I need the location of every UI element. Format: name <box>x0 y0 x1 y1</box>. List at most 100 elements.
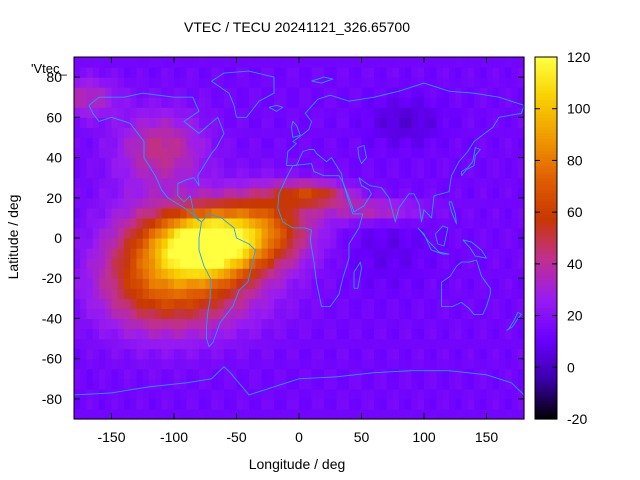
heatmap-cell <box>467 318 475 330</box>
heatmap-cell <box>80 97 88 108</box>
heatmap-cell <box>311 398 319 410</box>
colorbar-swatch <box>535 361 557 366</box>
heatmap-cell <box>205 398 213 410</box>
heatmap-cell <box>211 207 219 219</box>
heatmap-cell <box>292 288 300 299</box>
heatmap-cell <box>367 87 375 98</box>
heatmap-cell <box>130 227 138 239</box>
heatmap-cell <box>205 177 213 189</box>
heatmap-cell <box>224 107 231 118</box>
heatmap-cell <box>199 197 206 209</box>
heatmap-cell <box>449 57 456 68</box>
heatmap-cell <box>449 167 456 179</box>
heatmap-cell <box>261 177 269 189</box>
heatmap-cell <box>161 318 169 330</box>
heatmap-cell <box>474 288 481 299</box>
heatmap-cell <box>142 177 150 189</box>
heatmap-cell <box>174 177 181 189</box>
heatmap-cell <box>424 278 431 289</box>
heatmap-cell <box>380 167 388 179</box>
heatmap-cell <box>455 87 463 98</box>
heatmap-cell <box>186 227 194 239</box>
heatmap-cell <box>430 77 438 88</box>
heatmap-cell <box>249 97 256 108</box>
heatmap-cell <box>130 328 138 340</box>
heatmap-cell <box>361 348 369 360</box>
heatmap-cell <box>236 157 244 169</box>
heatmap-cell <box>374 248 381 259</box>
heatmap-cell <box>74 207 81 219</box>
heatmap-cell <box>74 278 81 289</box>
heatmap-cell <box>505 117 513 128</box>
heatmap-cell <box>155 388 163 400</box>
heatmap-cell <box>311 368 319 380</box>
heatmap-cell <box>411 368 419 380</box>
heatmap-cell <box>217 368 225 380</box>
heatmap-cell <box>361 238 369 249</box>
heatmap-cell <box>192 268 200 279</box>
heatmap-cell <box>436 117 444 128</box>
colorbar-swatch <box>535 265 557 269</box>
heatmap-cell <box>349 368 356 380</box>
heatmap-cell <box>80 338 88 350</box>
heatmap-cell <box>124 358 131 370</box>
heatmap-cell <box>192 177 200 189</box>
heatmap-cell <box>417 358 425 370</box>
heatmap-cell <box>467 167 475 179</box>
heatmap-cell <box>261 77 269 88</box>
heatmap-cell <box>486 57 494 68</box>
heatmap-cell <box>517 207 525 219</box>
heatmap-cell <box>392 87 400 98</box>
heatmap-cell <box>324 217 331 229</box>
heatmap-cell <box>299 207 306 219</box>
heatmap-cell <box>449 288 456 299</box>
heatmap-cell <box>124 258 131 269</box>
heatmap-cell <box>292 348 300 360</box>
heatmap-cell <box>86 57 94 68</box>
heatmap-cell <box>217 348 225 360</box>
heatmap-cell <box>480 177 488 189</box>
heatmap-cell <box>355 187 363 199</box>
heatmap-cell <box>111 258 119 269</box>
heatmap-cell <box>417 408 425 420</box>
heatmap-cell <box>386 348 394 360</box>
heatmap-cell <box>324 57 331 68</box>
heatmap-cell <box>249 187 256 199</box>
heatmap-cell <box>136 268 144 279</box>
heatmap-cell <box>361 137 369 149</box>
coastline-australia <box>441 259 491 315</box>
heatmap-cell <box>86 197 94 209</box>
heatmap-cell <box>505 157 513 169</box>
heatmap-cell <box>299 398 306 410</box>
heatmap-cell <box>492 338 500 350</box>
heatmap-cell <box>505 137 513 149</box>
heatmap-cell <box>349 87 356 98</box>
heatmap-cell <box>455 127 463 139</box>
heatmap-cell <box>355 408 363 420</box>
heatmap-cell <box>230 217 238 229</box>
heatmap-cell <box>305 358 313 370</box>
heatmap-cell <box>361 127 369 139</box>
heatmap-cell <box>242 298 250 309</box>
heatmap-cell <box>342 278 350 289</box>
x-tick-label: 100 <box>412 429 436 445</box>
heatmap-cell <box>517 127 525 139</box>
heatmap-cell <box>499 288 506 299</box>
heatmap-cell <box>105 298 113 309</box>
heatmap-cell <box>411 107 419 118</box>
heatmap-cell <box>224 358 231 370</box>
heatmap-cell <box>499 217 506 229</box>
heatmap-cell <box>205 318 213 330</box>
heatmap-cell <box>392 227 400 239</box>
heatmap-cell <box>230 207 238 219</box>
heatmap-cell <box>386 77 394 88</box>
heatmap-cell <box>392 217 400 229</box>
heatmap-cell <box>224 227 231 239</box>
heatmap-cell <box>105 278 113 289</box>
heatmap-cell <box>436 378 444 390</box>
heatmap-cell <box>186 358 194 370</box>
heatmap-cell <box>324 328 331 340</box>
heatmap-cell <box>374 57 381 68</box>
heatmap-cell <box>105 308 113 320</box>
